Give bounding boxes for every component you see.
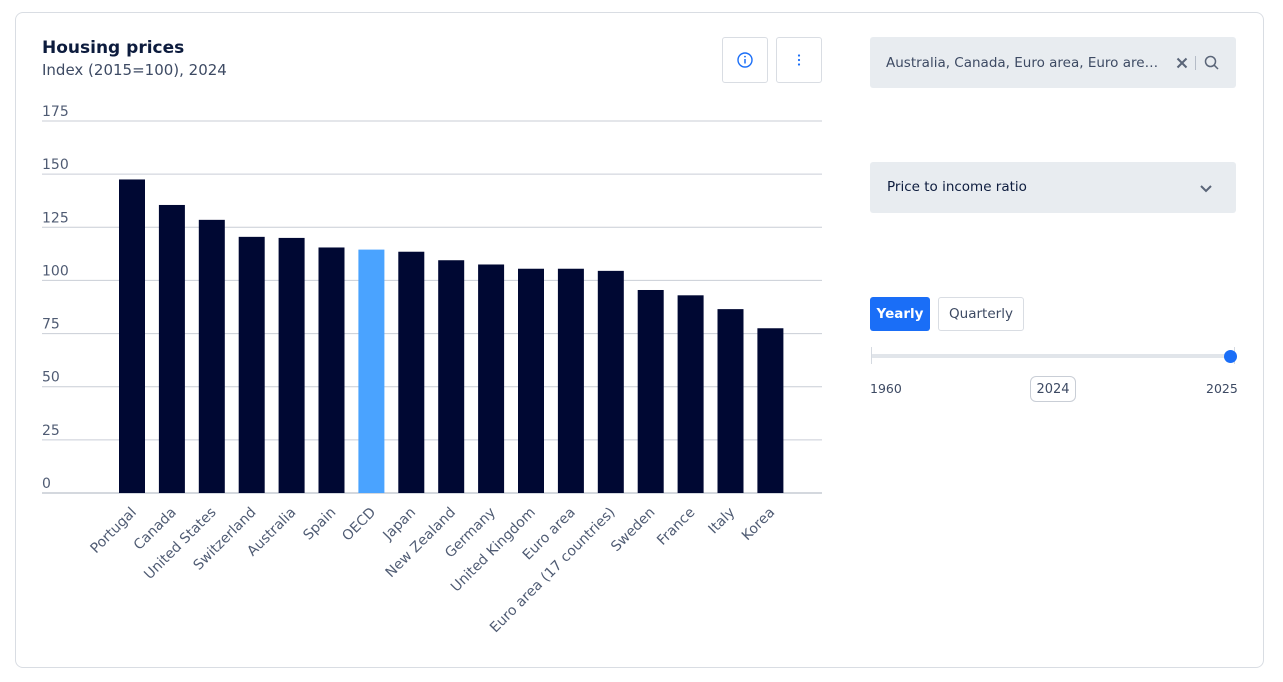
x-tick-label: Italy — [706, 505, 739, 538]
more-options-button[interactable] — [776, 37, 822, 83]
bar-italy[interactable] — [717, 309, 744, 493]
chart-title: Housing prices — [42, 38, 185, 58]
bar-france[interactable] — [677, 295, 704, 493]
bar-euro-area-17-countries[interactable] — [597, 270, 624, 493]
time-slider-thumb[interactable] — [1224, 350, 1238, 363]
indicator-dropdown[interactable]: Price to income ratio — [870, 162, 1236, 213]
bar-australia[interactable] — [278, 237, 305, 493]
y-tick-label: 50 — [42, 370, 60, 386]
y-tick-label: 150 — [42, 157, 69, 173]
x-tick-label: New Zealand — [383, 505, 459, 581]
bar-portugal[interactable] — [119, 179, 145, 493]
more-vertical-icon — [797, 54, 801, 66]
bar-spain[interactable] — [318, 247, 345, 493]
chart-subtitle: Index (2015=100), 2024 — [42, 61, 227, 79]
bars — [119, 179, 784, 494]
x-tick-label: France — [654, 505, 698, 549]
x-tick-label: Portugal — [88, 505, 140, 557]
bar-oecd[interactable] — [358, 249, 385, 493]
bar-sweden[interactable] — [637, 289, 664, 493]
search-separator — [1195, 56, 1196, 70]
bar-united-kingdom[interactable] — [518, 268, 544, 493]
bar-switzerland[interactable] — [238, 236, 265, 493]
close-icon[interactable] — [1173, 54, 1191, 72]
y-tick-label: 75 — [42, 317, 60, 333]
y-tick-label: 175 — [42, 104, 69, 120]
slider-min-tick — [871, 347, 872, 364]
y-tick-label: 0 — [42, 476, 51, 492]
bar-canada[interactable] — [158, 204, 185, 494]
search-icon[interactable] — [1202, 53, 1222, 73]
bar-germany[interactable] — [478, 264, 505, 493]
slider-min-label: 1960 — [870, 381, 902, 396]
y-tick-label: 25 — [42, 423, 60, 439]
indicator-dropdown-label: Price to income ratio — [887, 179, 1027, 195]
time-slider-track[interactable] — [871, 354, 1235, 358]
info-button[interactable] — [722, 37, 768, 83]
slider-max-label: 2025 — [1206, 381, 1238, 396]
quarterly-toggle[interactable]: Quarterly — [938, 297, 1024, 331]
x-tick-label: OECD — [339, 505, 379, 545]
slider-current-value: 2024 — [1030, 376, 1076, 402]
x-tick-label: Sweden — [608, 505, 658, 555]
bar-new-zealand[interactable] — [438, 260, 465, 493]
bar-united-states[interactable] — [198, 219, 225, 494]
y-tick-label: 100 — [42, 263, 69, 279]
country-search — [870, 37, 1236, 88]
yearly-toggle[interactable]: Yearly — [870, 297, 930, 331]
bar-chart: 0 25 50 75 100 125 150 175 PortugalCanadaUnited… — [42, 104, 822, 637]
y-axis-ticks: 0 25 50 75 100 125 150 175 — [42, 104, 69, 492]
x-tick-label: Spain — [300, 505, 339, 544]
bar-japan[interactable] — [398, 251, 425, 493]
bar-euro-area[interactable] — [557, 268, 584, 493]
y-tick-label: 125 — [42, 210, 69, 226]
info-icon — [737, 52, 753, 68]
x-tick-label: Korea — [739, 505, 778, 544]
country-search-input[interactable] — [886, 37, 1164, 88]
bar-korea[interactable] — [757, 328, 784, 493]
chevron-down-icon — [1200, 185, 1212, 193]
